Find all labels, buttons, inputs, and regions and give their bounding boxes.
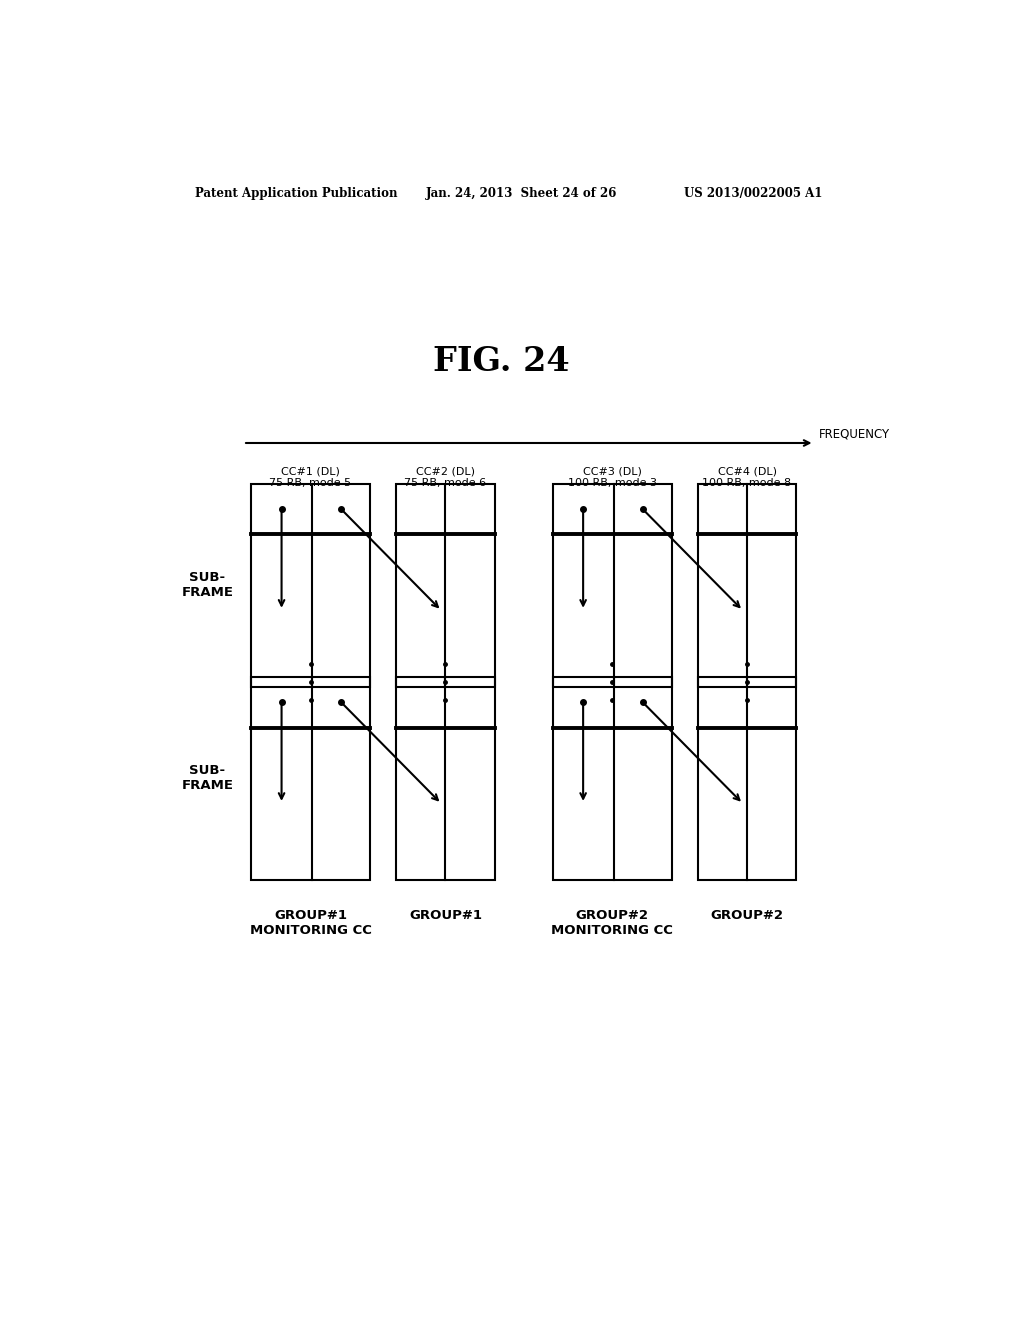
Bar — [251, 483, 370, 686]
Text: CC#2 (DL)
75 RB, mode 6: CC#2 (DL) 75 RB, mode 6 — [404, 466, 486, 488]
Bar — [553, 483, 672, 686]
Text: GROUP#2: GROUP#2 — [711, 908, 783, 921]
Text: FIG. 24: FIG. 24 — [433, 346, 569, 379]
Text: GROUP#1
MONITORING CC: GROUP#1 MONITORING CC — [250, 908, 372, 936]
Bar — [697, 483, 797, 686]
Text: SUB-
FRAME: SUB- FRAME — [181, 764, 233, 792]
Text: Jan. 24, 2013  Sheet 24 of 26: Jan. 24, 2013 Sheet 24 of 26 — [426, 187, 617, 199]
Text: Patent Application Publication: Patent Application Publication — [196, 187, 398, 199]
Text: US 2013/0022005 A1: US 2013/0022005 A1 — [684, 187, 822, 199]
Bar — [396, 483, 495, 686]
Text: FREQUENCY: FREQUENCY — [818, 428, 890, 441]
Text: CC#3 (DL)
100 RB, mode 3: CC#3 (DL) 100 RB, mode 3 — [567, 466, 656, 488]
Text: GROUP#1: GROUP#1 — [409, 908, 482, 921]
Text: CC#4 (DL)
100 RB, mode 8: CC#4 (DL) 100 RB, mode 8 — [702, 466, 792, 488]
Text: SUB-
FRAME: SUB- FRAME — [181, 572, 233, 599]
Bar — [396, 677, 495, 880]
Bar — [251, 677, 370, 880]
Bar — [553, 677, 672, 880]
Text: GROUP#2
MONITORING CC: GROUP#2 MONITORING CC — [551, 908, 673, 936]
Bar — [697, 677, 797, 880]
Text: CC#1 (DL)
75 RB, mode 5: CC#1 (DL) 75 RB, mode 5 — [269, 466, 351, 488]
